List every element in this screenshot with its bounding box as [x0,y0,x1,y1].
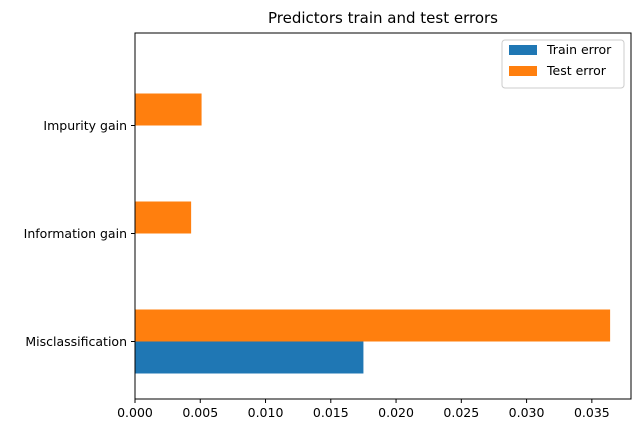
legend-swatch-train [509,45,537,55]
y-tick-label: Impurity gain [43,118,127,133]
y-axis: Misclassification Information gain Impurit… [24,118,135,349]
y-tick-label: Misclassification [25,334,127,349]
x-axis: 0.000 0.005 0.010 0.015 0.020 0.025 0.030 0.035 [117,399,610,420]
x-tick-label: 0.025 [443,405,479,420]
x-tick-label: 0.015 [313,405,349,420]
x-tick-label: 0.010 [248,405,284,420]
plot-frame [134,32,632,400]
chart-title: Predictors train and test errors [268,9,498,27]
bar-train-misclassification [135,341,364,374]
bar-test-information-gain [135,201,192,234]
legend-swatch-test [509,66,537,76]
x-tick-label: 0.000 [117,405,153,420]
y-tick-label: Information gain [24,226,127,241]
x-tick-label: 0.020 [378,405,414,420]
x-tick-label: 0.005 [182,405,218,420]
bar-test-misclassification [135,309,611,342]
bar-test-impurity-gain [135,93,202,126]
legend-label-train: Train error [546,42,612,57]
bars-group [135,93,611,374]
x-tick-label: 0.035 [574,405,610,420]
legend: Train error Test error [501,39,625,89]
x-tick-label: 0.030 [509,405,545,420]
legend-label-test: Test error [546,63,607,78]
